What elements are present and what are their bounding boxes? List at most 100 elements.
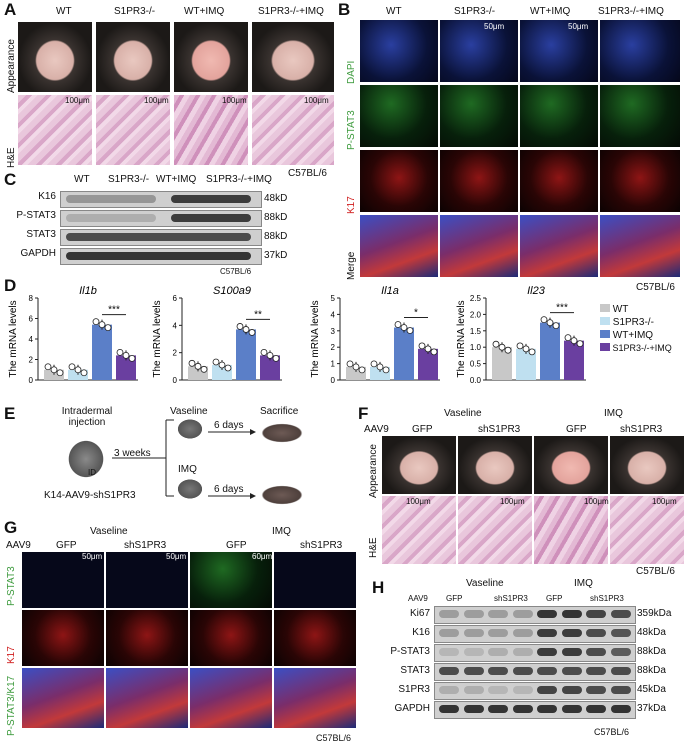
- d-point-0-1-0: [68, 363, 76, 371]
- d-bar-2-3: [418, 348, 438, 380]
- d-point-0-2-2: [104, 324, 112, 332]
- b-strain: C57BL/6: [636, 282, 675, 293]
- a-mouse-wt: [18, 22, 92, 92]
- d-point-2-1-2: [382, 366, 390, 374]
- d-point-2-2-2: [406, 327, 414, 334]
- d-legend-ko: S1PR3-/-: [600, 317, 654, 328]
- f-gfp-1: GFP: [412, 424, 433, 435]
- h-label-ki67: Ki67: [409, 608, 430, 619]
- c-blot-gapdh: [60, 248, 262, 265]
- e-mouse-icon: [66, 438, 106, 480]
- f-sh-2: shS1PR3: [620, 424, 663, 435]
- c-size-pstat3: 88kD: [264, 212, 288, 223]
- c-label-k16: K16: [38, 191, 56, 202]
- d-point-1-3-0: [260, 349, 268, 356]
- d-tick-label-3-1: 0.5: [470, 360, 482, 369]
- d-title-0: Il1b: [79, 285, 97, 297]
- c-size-k16: 48kD: [264, 193, 288, 204]
- d-point-3-1-2: [528, 348, 536, 356]
- f-scale-3: 100μm: [584, 497, 609, 506]
- h-blot-s1pr3: [434, 682, 636, 700]
- b-group-koimq: S1PR3-/-+IMQ: [598, 6, 664, 17]
- g-image-grid: [22, 552, 356, 732]
- d-point-1-1-1: [218, 361, 226, 369]
- d-bar-2-2: [394, 327, 414, 380]
- g-scale-3: 60μm: [252, 552, 273, 561]
- f-he-4: [610, 496, 684, 564]
- d-tick-label-2-1: 1: [331, 360, 336, 369]
- d-point-1-3-1: [266, 352, 274, 359]
- b-group-wtimq: WT+IMQ: [530, 6, 571, 17]
- h-size-k16: 48kDa: [637, 627, 666, 638]
- e-mouse-sac-2: [258, 484, 306, 506]
- d-point-1-2-0: [236, 323, 244, 330]
- d-ylabel-3: The mRNA levels: [456, 300, 467, 377]
- d-point-3-1-1: [522, 345, 530, 353]
- f-scale-4: 100μm: [652, 497, 677, 506]
- c-label-pstat3: P-STAT3: [16, 210, 56, 221]
- d-ylabel-1: The mRNA levels: [152, 300, 163, 377]
- g-imq: IMQ: [272, 526, 291, 537]
- h-label-s1pr3: S1PR3: [398, 684, 430, 695]
- d-point-2-1-1: [376, 363, 384, 371]
- b-image-grid: [360, 20, 680, 280]
- d-point-1-1-2: [224, 364, 232, 372]
- b-row-merge: Merge: [346, 251, 357, 280]
- d-point-3-0-0: [492, 340, 500, 348]
- c-group-wt: WT: [74, 174, 90, 185]
- d-bar-1-2: [236, 329, 256, 380]
- g-aav: AAV9: [6, 540, 31, 551]
- c-group-koimq: S1PR3-/-+IMQ: [206, 174, 272, 185]
- d-point-1-0-2: [200, 365, 208, 373]
- f-he-1: [382, 496, 456, 564]
- a-mouse-ko: [96, 22, 170, 92]
- d-tick-label-0-0: 0: [29, 376, 34, 385]
- d-point-0-3-1: [122, 352, 130, 359]
- d-point-2-2-0: [394, 321, 402, 328]
- b-row-dapi: DAPI: [346, 60, 357, 84]
- d-tick-label-0-1: 2: [29, 356, 34, 365]
- d-sig-0: ***: [108, 305, 120, 316]
- g-sh-1: shS1PR3: [124, 540, 167, 551]
- c-group-header: WT S1PR3-/- WT+IMQ S1PR3-/-+IMQ: [60, 174, 300, 188]
- d-title-2: Il1a: [381, 285, 399, 297]
- f-row-appearance: Appearance: [368, 444, 379, 498]
- f-mouse-4: [610, 436, 684, 494]
- d-point-1-0-0: [188, 359, 196, 367]
- f-he-2: [458, 496, 532, 564]
- d-point-3-2-1: [546, 319, 554, 326]
- d-bar-0-0: [44, 369, 64, 380]
- d-ylabel-2: The mRNA levels: [310, 300, 321, 377]
- a-group-wt: WT: [56, 6, 72, 17]
- g-scale-1: 50μm: [82, 552, 103, 561]
- d-tick-label-0-3: 6: [29, 315, 34, 324]
- a-strain: C57BL/6: [288, 168, 327, 179]
- d-bar-0-2: [92, 324, 112, 380]
- panel-label-h: H: [372, 578, 385, 597]
- e-id: ID: [88, 468, 96, 477]
- h-size-pstat3: 88kDa: [637, 646, 666, 657]
- c-blot-stat3: [60, 229, 262, 246]
- c-blot-pstat3: [60, 210, 262, 227]
- a-mouse-wtimq: [174, 22, 248, 92]
- e-weeks: 3 weeks: [114, 448, 151, 459]
- f-imq: IMQ: [604, 408, 623, 419]
- panel-label-a: A: [4, 0, 17, 19]
- a-group-koimq: S1PR3-/-+IMQ: [258, 6, 324, 17]
- g-row-merge: P-STAT3/K17: [6, 675, 17, 736]
- a-group-wtimq: WT+IMQ: [184, 6, 225, 17]
- g-strain: C57BL/6: [316, 733, 352, 743]
- d-bar-3-3: [564, 340, 584, 380]
- d-title-3: Il23: [527, 285, 546, 297]
- h-sh-1: shS1PR3: [494, 594, 528, 603]
- d-legend-wt: WT: [600, 304, 628, 315]
- a-scale-3: 100μm: [222, 96, 247, 105]
- h-size-gapdh: 37kDa: [637, 703, 666, 714]
- d-point-3-3-1: [570, 337, 578, 345]
- h-blot-stat3: [434, 663, 636, 681]
- panel-label-g: G: [4, 518, 18, 537]
- g-vaseline: Vaseline: [90, 526, 128, 537]
- b-row-k17: K17: [346, 196, 357, 214]
- h-label-gapdh: GAPDH: [394, 703, 430, 714]
- e-injection: Intradermal injection: [61, 406, 113, 428]
